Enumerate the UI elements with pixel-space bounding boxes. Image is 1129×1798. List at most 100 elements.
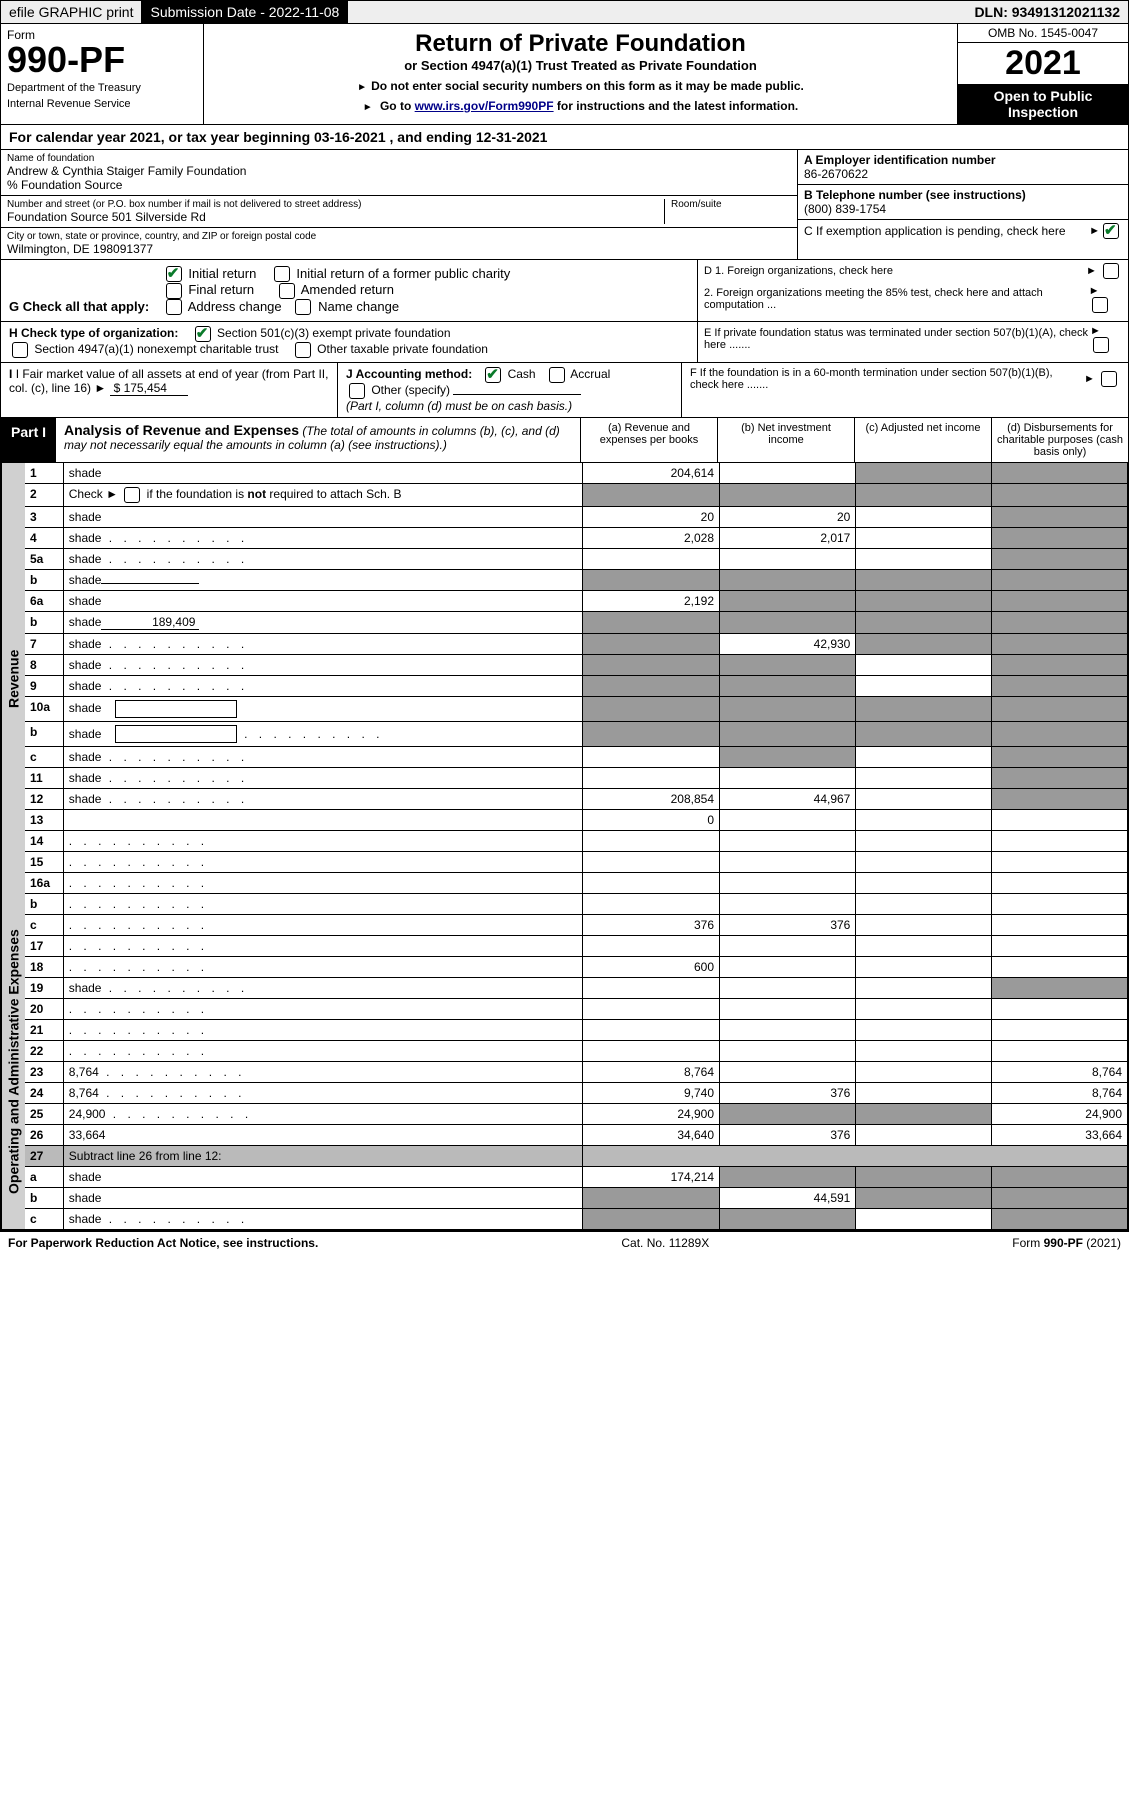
cell-b: [720, 768, 856, 789]
table-row: 19shade: [25, 978, 1128, 999]
line-desc: shade: [63, 722, 583, 747]
line-desc: [63, 936, 583, 957]
cell-c: [856, 507, 991, 528]
cell-b: [720, 655, 856, 676]
submission-date: Submission Date - 2022-11-08: [142, 1, 348, 23]
cell-b: [720, 549, 856, 570]
checkbox-4947[interactable]: [12, 342, 28, 358]
top-bar: efile GRAPHIC print Submission Date - 20…: [0, 0, 1129, 24]
cell-c: [856, 768, 991, 789]
col-b: (b) Net investment income: [718, 418, 855, 462]
section-g: G Check all that apply: Initial return I…: [0, 260, 1129, 323]
cell-b: [720, 1062, 856, 1083]
checkbox-amended[interactable]: [279, 283, 295, 299]
cell-d: [991, 1041, 1127, 1062]
line-num: 21: [25, 1020, 63, 1041]
cell-d: [991, 789, 1127, 810]
checkbox-c[interactable]: [1103, 223, 1119, 239]
table-row: 9shade: [25, 676, 1128, 697]
cell-a: [583, 852, 720, 873]
checkbox-f[interactable]: [1101, 371, 1117, 387]
line-desc: 24,900: [63, 1104, 583, 1125]
cell-c: [856, 1125, 991, 1146]
opt-final: Final return: [188, 282, 254, 297]
checkbox-initial-return[interactable]: [166, 266, 182, 282]
checkbox-other-pf[interactable]: [295, 342, 311, 358]
checkbox-cash[interactable]: [485, 367, 501, 383]
line-num: 17: [25, 936, 63, 957]
line-num: 13: [25, 810, 63, 831]
line-num: 18: [25, 957, 63, 978]
checkbox-e[interactable]: [1093, 337, 1109, 353]
h-label: H Check type of organization:: [9, 327, 178, 341]
cell-d: 33,664: [991, 1125, 1127, 1146]
line-desc: shade: [63, 463, 583, 484]
cell-b: 376: [720, 915, 856, 936]
opt-name: Name change: [318, 299, 399, 314]
phone-label: B Telephone number (see instructions): [804, 188, 1122, 202]
c-label: C If exemption application is pending, c…: [804, 224, 1089, 238]
table-row: 11shade: [25, 768, 1128, 789]
line-desc: [63, 831, 583, 852]
i-val: $ 175,454: [110, 381, 188, 396]
checkbox-501c3[interactable]: [195, 326, 211, 342]
checkbox-final[interactable]: [166, 283, 182, 299]
table-row: bshade44,591: [25, 1188, 1128, 1209]
line-num: 6a: [25, 591, 63, 612]
cell-d: [991, 747, 1127, 768]
cell-b: [720, 676, 856, 697]
cell-d: [991, 722, 1127, 747]
line-num: b: [25, 570, 63, 591]
d1-label: D 1. Foreign organizations, check here: [704, 265, 893, 277]
cell-d: 8,764: [991, 1083, 1127, 1104]
table-row: 16a: [25, 873, 1128, 894]
line-desc: shade: [63, 747, 583, 768]
checkbox-d1[interactable]: [1103, 263, 1119, 279]
table-row: c376376: [25, 915, 1128, 936]
dln: DLN: 93491312021132: [966, 1, 1128, 23]
cell-a: 34,640: [583, 1125, 720, 1146]
cell-a: [583, 747, 720, 768]
footer-mid: Cat. No. 11289X: [621, 1236, 709, 1250]
line-desc: [63, 1020, 583, 1041]
cell-a: [583, 722, 720, 747]
checkbox-initial-former[interactable]: [274, 266, 290, 282]
cell-c: [856, 747, 991, 768]
line-num: 14: [25, 831, 63, 852]
cell-a: [583, 634, 720, 655]
checkbox-d2[interactable]: [1092, 297, 1108, 313]
line-desc: 33,664: [63, 1125, 583, 1146]
line-desc: [63, 810, 583, 831]
cell-b: [720, 591, 856, 612]
cell-b: [720, 831, 856, 852]
table-row: 3shade2020: [25, 507, 1128, 528]
line-num: b: [25, 894, 63, 915]
checkbox-accrual[interactable]: [549, 367, 565, 383]
cell-c: [856, 936, 991, 957]
cell-b: [720, 747, 856, 768]
checkbox-name-change[interactable]: [295, 299, 311, 315]
cell-d: [991, 1188, 1127, 1209]
cell-a: 20: [583, 507, 720, 528]
form990pf-link[interactable]: www.irs.gov/Form990PF: [415, 99, 554, 113]
part1-title: Analysis of Revenue and Expenses: [64, 422, 299, 438]
cell-d: [991, 768, 1127, 789]
line-desc: shade: [63, 591, 583, 612]
checkbox-other-acct[interactable]: [349, 383, 365, 399]
table-row: 17: [25, 936, 1128, 957]
cell-d: [991, 999, 1127, 1020]
checkbox-address[interactable]: [166, 299, 182, 315]
table-row: 15: [25, 852, 1128, 873]
cell-c: [856, 1083, 991, 1104]
table-row: 2Check ► if the foundation is not requir…: [25, 484, 1128, 507]
table-row: 8shade: [25, 655, 1128, 676]
city-label: City or town, state or province, country…: [7, 231, 791, 242]
cell-d: [991, 507, 1127, 528]
cell-a: [583, 936, 720, 957]
cell-b: [720, 1104, 856, 1125]
line-num: 7: [25, 634, 63, 655]
table-row: 14: [25, 831, 1128, 852]
cell-d: [991, 570, 1127, 591]
form-number: 990-PF: [7, 42, 197, 78]
j-label: J Accounting method:: [346, 368, 472, 382]
